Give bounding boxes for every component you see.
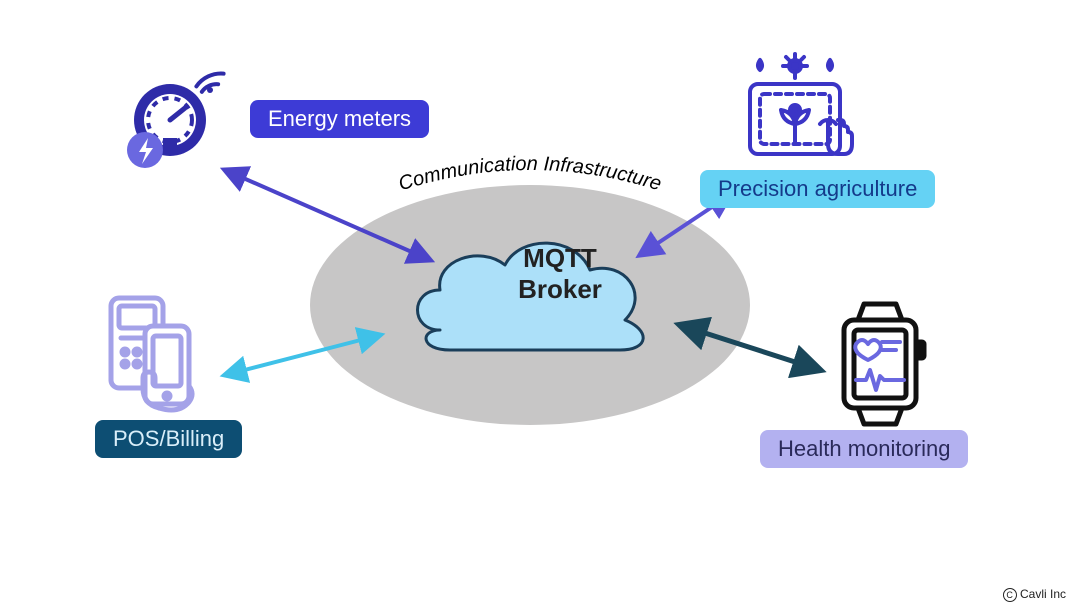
health-monitoring-label: Health monitoring — [760, 430, 968, 468]
cloud-title-line1: MQTT — [523, 243, 597, 273]
copyright: C Cavli Inc — [1003, 587, 1066, 602]
cloud-title: MQTT Broker — [490, 243, 630, 305]
agriculture-icon — [740, 52, 860, 172]
copyright-icon: C — [1003, 588, 1017, 602]
health-icon — [820, 300, 940, 430]
pos-icon — [95, 290, 215, 420]
energy-meter-icon — [115, 60, 235, 170]
precision-agriculture-label: Precision agriculture — [700, 170, 935, 208]
diagram-canvas: MQTT Broker Communication Infrastructure… — [0, 0, 1080, 608]
cloud-title-line2: Broker — [518, 274, 602, 304]
pos-billing-label: POS/Billing — [95, 420, 242, 458]
energy-meters-label: Energy meters — [250, 100, 429, 138]
